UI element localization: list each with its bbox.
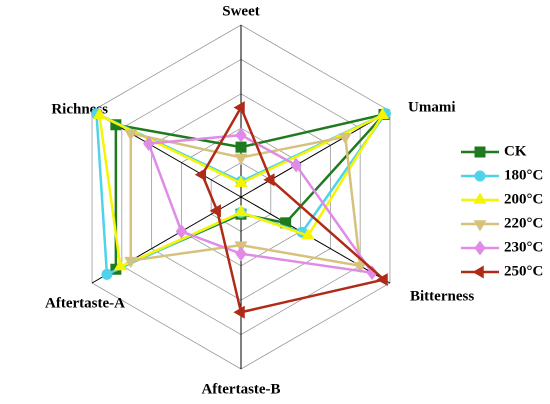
legend-item: 250°C xyxy=(461,263,543,279)
legend-label: 230°C xyxy=(504,239,543,255)
marker xyxy=(113,259,127,271)
marker xyxy=(235,127,247,143)
marker xyxy=(124,129,138,141)
legend-marker xyxy=(473,220,487,232)
marker xyxy=(143,136,155,152)
legend-marker xyxy=(474,170,486,182)
legend-item: 200°C xyxy=(461,191,543,207)
marker xyxy=(233,101,245,115)
axis-label: Bitterness xyxy=(410,288,474,304)
axis-label: Aftertaste-B xyxy=(201,381,280,397)
marker xyxy=(234,175,248,187)
legend-label: 180°C xyxy=(504,167,543,183)
marker xyxy=(209,204,221,218)
legend-item: CK xyxy=(461,143,527,159)
legend-marker xyxy=(474,240,486,256)
marker xyxy=(101,268,113,280)
marker xyxy=(124,256,138,269)
series-line xyxy=(201,106,386,314)
marker xyxy=(235,246,247,262)
marker xyxy=(263,173,275,187)
marker xyxy=(353,262,367,274)
marker xyxy=(290,157,302,173)
legend-item: 220°C xyxy=(461,215,543,232)
marker xyxy=(376,107,390,120)
marker xyxy=(235,141,247,153)
axis-label: Aftertaste-A xyxy=(45,295,125,311)
marker xyxy=(234,204,248,217)
marker xyxy=(92,107,106,120)
axis-label: Umami xyxy=(408,99,456,115)
marker xyxy=(234,153,248,165)
series xyxy=(143,127,378,281)
legend-marker xyxy=(474,146,486,158)
series xyxy=(92,107,390,271)
marker xyxy=(233,305,245,319)
marker xyxy=(194,168,207,182)
axis-spoke xyxy=(240,196,391,284)
series xyxy=(194,101,388,319)
marker xyxy=(376,273,388,287)
legend-marker xyxy=(472,265,484,279)
legend-label: CK xyxy=(504,143,527,159)
axis-label: Sweet xyxy=(222,3,260,19)
legend-item: 180°C xyxy=(461,167,543,183)
axis-spoke xyxy=(240,110,391,198)
marker xyxy=(301,228,315,240)
legend-label: 250°C xyxy=(504,263,543,279)
legend-item: 230°C xyxy=(461,239,543,255)
legend-marker xyxy=(473,192,487,204)
legend-label: 200°C xyxy=(504,191,543,207)
legend-label: 220°C xyxy=(504,215,543,231)
marker xyxy=(338,133,352,145)
marker xyxy=(175,224,188,239)
